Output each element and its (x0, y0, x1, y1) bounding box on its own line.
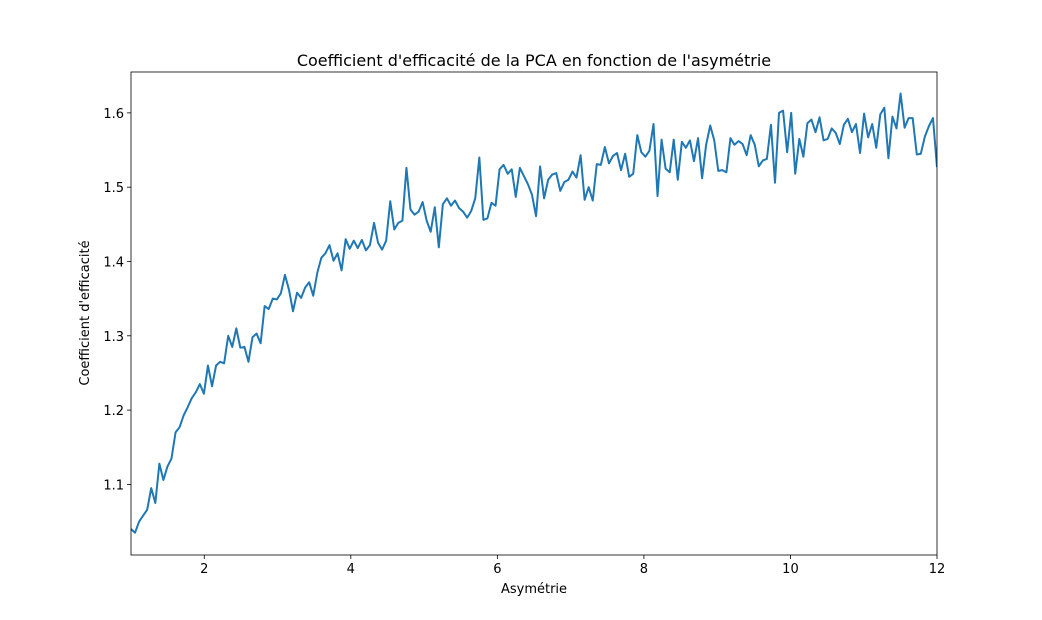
y-tick-label: 1.5 (103, 181, 124, 196)
x-tick-label: 4 (347, 562, 355, 577)
data-line (131, 92, 937, 534)
x-tick-label: 10 (782, 562, 799, 577)
y-tick-label: 1.1 (103, 478, 124, 493)
x-axis-label: Asymétrie (501, 582, 567, 597)
x-tick-label: 12 (929, 562, 946, 577)
y-tick-label: 1.4 (103, 255, 124, 270)
x-tick-label: 8 (640, 562, 648, 577)
x-tick-label: 6 (493, 562, 501, 577)
y-tick-label: 1.2 (103, 404, 124, 419)
y-tick-label: 1.6 (103, 107, 124, 122)
chart-title: Coefficient d'efficacité de la PCA en fo… (297, 51, 771, 70)
y-axis-label: Coefficient d'efficacité (78, 240, 93, 385)
plot-frame (130, 71, 938, 556)
y-tick-label: 1.3 (103, 330, 124, 345)
x-tick-label: 2 (200, 562, 208, 577)
